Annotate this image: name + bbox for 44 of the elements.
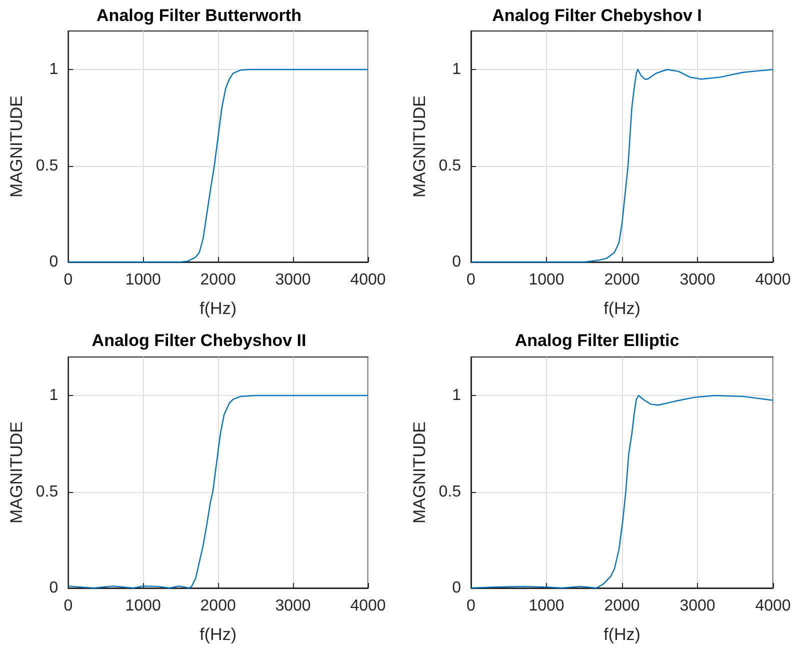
- x-tick-label: 3000: [680, 272, 716, 288]
- x-tick-label: 4000: [755, 598, 791, 614]
- x-tick-label: 2000: [200, 272, 236, 288]
- x-tick-label: 0: [466, 272, 476, 288]
- y-tick-label: 0: [452, 254, 462, 270]
- x-tick-label: 3000: [275, 598, 311, 614]
- y-axis-title: MAGNITUDE: [7, 96, 26, 198]
- y-tick-label: 1: [49, 387, 58, 404]
- x-tick-label: 2000: [200, 598, 236, 614]
- y-tick-label: 0.5: [438, 483, 462, 500]
- x-tick-label: 4000: [350, 598, 386, 614]
- x-tick-label: 1000: [125, 598, 162, 614]
- chart-title: Analog Filter Chebyshov II: [92, 331, 306, 350]
- x-axis-title: f(Hz): [604, 625, 640, 644]
- y-tick-label: 0.5: [36, 483, 58, 500]
- x-tick-label: 2000: [604, 598, 640, 614]
- x-axis-title: f(Hz): [200, 625, 236, 644]
- y-tick-label: 1: [49, 61, 58, 78]
- x-tick-label: 1000: [528, 272, 564, 288]
- x-tick-label: 2000: [604, 272, 640, 288]
- y-axis-title: MAGNITUDE: [410, 422, 429, 524]
- x-axis-title: f(Hz): [200, 299, 236, 318]
- y-tick-label: 1: [452, 61, 462, 78]
- y-axis-title: MAGNITUDE: [410, 96, 429, 198]
- y-tick-label: 1: [452, 387, 462, 404]
- y-tick-label: 0: [49, 580, 58, 596]
- x-tick-label: 4000: [350, 272, 386, 288]
- x-tick-label: 4000: [755, 272, 791, 288]
- x-tick-label: 1000: [125, 272, 162, 288]
- y-axis-title: MAGNITUDE: [7, 422, 26, 524]
- chart-title: Analog Filter Chebyshov I: [492, 6, 702, 25]
- chart-title: Analog Filter Butterworth: [96, 6, 302, 25]
- y-tick-label: 0.5: [438, 157, 462, 174]
- x-tick-label: 0: [64, 272, 73, 288]
- y-tick-label: 0: [452, 580, 462, 596]
- x-tick-label: 0: [64, 598, 73, 614]
- x-axis-title: f(Hz): [604, 299, 640, 318]
- chart-title: Analog Filter Elliptic: [514, 331, 680, 350]
- x-tick-label: 3000: [275, 272, 311, 288]
- x-tick-label: 3000: [680, 598, 716, 614]
- y-tick-label: 0: [49, 254, 58, 270]
- x-tick-label: 0: [466, 598, 476, 614]
- y-tick-label: 0.5: [36, 157, 58, 174]
- x-tick-label: 1000: [528, 598, 564, 614]
